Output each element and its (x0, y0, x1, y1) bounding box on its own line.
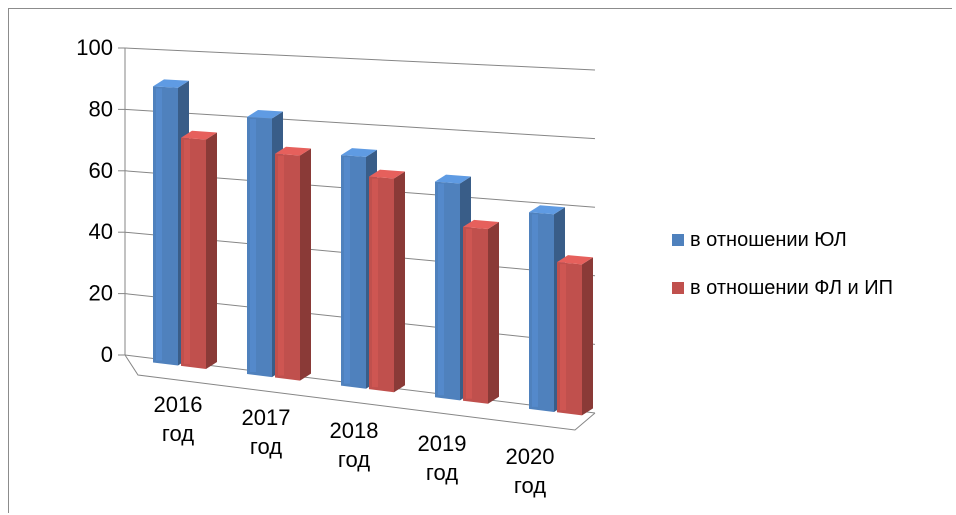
category-labels: 2016 год 2017 год 2018 год 2019 год 2020 год (154, 392, 555, 498)
category-label: 2019 год (418, 431, 467, 485)
bar-highlight (466, 228, 472, 399)
bar-top (529, 205, 565, 215)
bar-top (463, 219, 499, 230)
bar (557, 255, 593, 416)
legend-swatch (672, 234, 684, 246)
bar-highlight (560, 264, 566, 411)
bar-top (557, 255, 593, 265)
bar-top (369, 169, 405, 179)
bar (463, 219, 499, 404)
bar (181, 130, 217, 369)
y-tick-label: 60 (89, 158, 113, 183)
bar-highlight (156, 88, 162, 361)
bar (275, 146, 311, 381)
bar-top (341, 148, 377, 157)
y-tick-label: 0 (101, 342, 113, 367)
chart-frame (8, 8, 952, 513)
legend-swatch (672, 282, 684, 294)
bar-top (275, 146, 311, 156)
bar-highlight (344, 157, 350, 384)
bar-side (394, 171, 405, 393)
category-label: 2016 год (154, 392, 203, 446)
bar-highlight (532, 214, 538, 407)
y-tick-label: 100 (76, 35, 113, 60)
bar-top (247, 109, 283, 119)
bar (369, 169, 405, 393)
bar-side (300, 148, 311, 381)
gridline (124, 108, 596, 140)
bar-top (435, 174, 471, 184)
y-tick-label: 40 (89, 219, 113, 244)
bar-side (582, 257, 593, 416)
bars (153, 79, 593, 416)
y-axis-ticks: 0 20 40 60 80 100 (76, 35, 125, 367)
legend-label: в отношении ЮЛ (690, 229, 847, 251)
legend-item: в отношении ФЛ и ИП (672, 277, 893, 299)
y-tick-label: 80 (89, 96, 113, 121)
bar-highlight (184, 139, 190, 364)
floor-outline (124, 354, 596, 431)
category-label: 2017 год (242, 405, 291, 459)
legend-item: в отношении ЮЛ (672, 229, 847, 251)
gridline (124, 47, 596, 71)
legend: в отношении ЮЛ в отношении ФЛ и ИП (672, 229, 893, 299)
bar-highlight (372, 178, 378, 388)
y-tick-label: 20 (89, 281, 113, 306)
bar-side (488, 222, 499, 404)
bar-top (181, 130, 217, 140)
bar-side (206, 132, 217, 369)
bar-highlight (438, 183, 444, 396)
bar-highlight (250, 118, 256, 373)
bar-highlight (278, 155, 284, 376)
bar-top (153, 79, 189, 88)
legend-label: в отношении ФЛ и ИП (690, 277, 893, 299)
category-label: 2018 год (330, 418, 379, 472)
category-label: 2020 год (506, 444, 555, 498)
